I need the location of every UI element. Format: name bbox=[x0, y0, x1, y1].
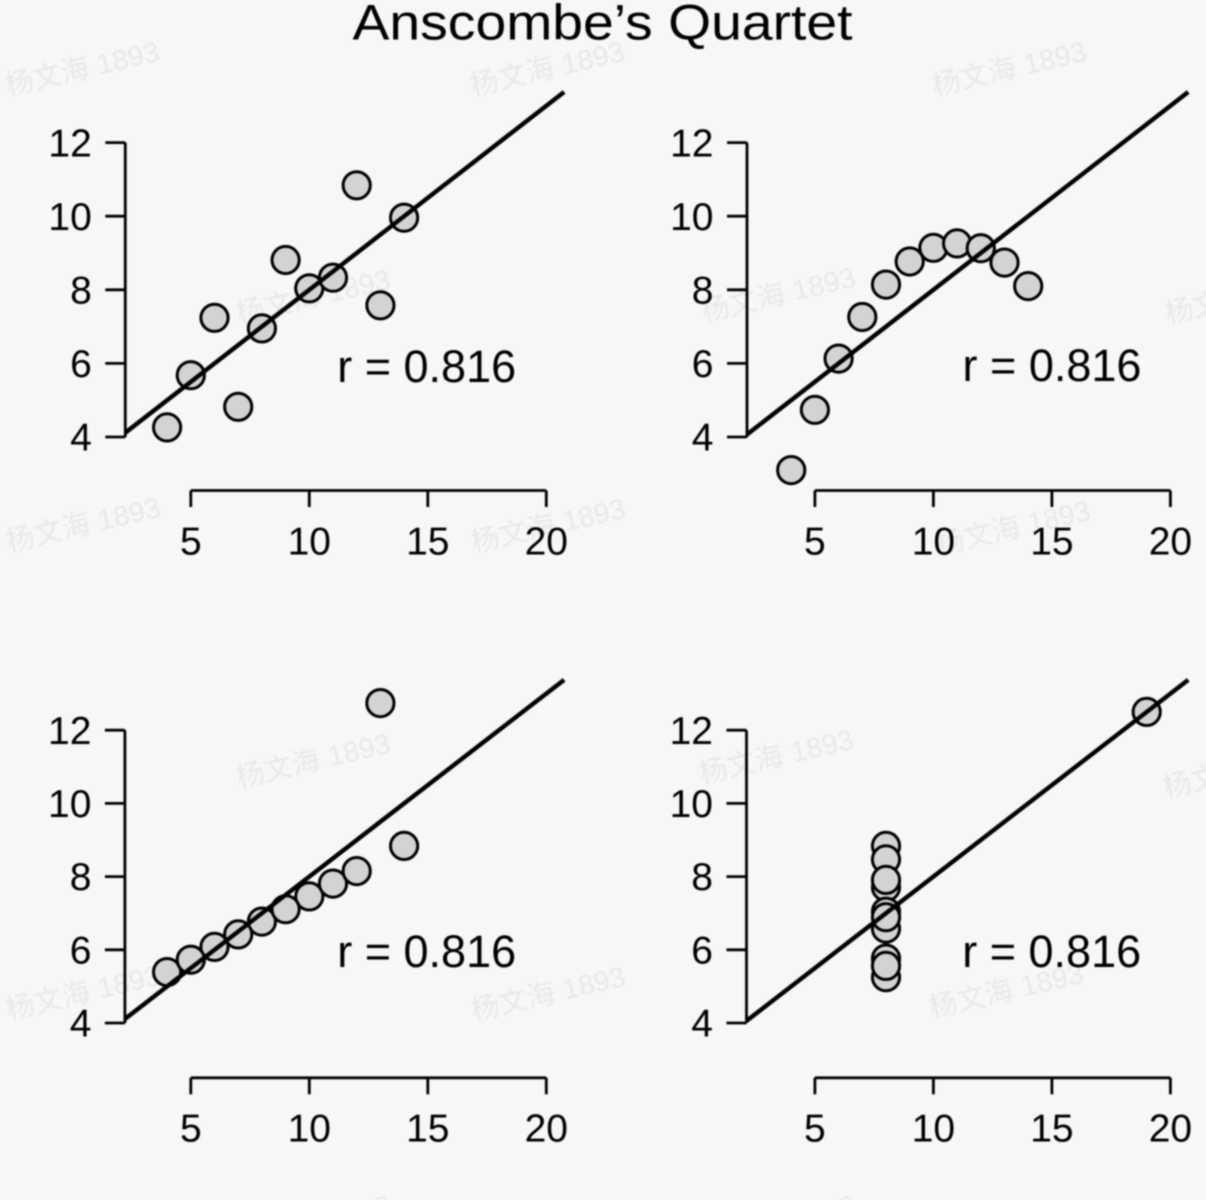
svg-text:r = 0.816: r = 0.816 bbox=[962, 926, 1141, 977]
svg-text:10: 10 bbox=[670, 783, 713, 826]
svg-text:10: 10 bbox=[48, 783, 91, 826]
svg-text:20: 20 bbox=[1149, 1108, 1192, 1151]
svg-text:10: 10 bbox=[288, 1108, 331, 1151]
svg-text:12: 12 bbox=[670, 122, 713, 165]
svg-text:20: 20 bbox=[525, 520, 568, 563]
svg-text:5: 5 bbox=[804, 1108, 826, 1151]
svg-text:8: 8 bbox=[692, 269, 714, 312]
svg-text:10: 10 bbox=[288, 520, 331, 563]
svg-text:20: 20 bbox=[1149, 520, 1192, 563]
svg-text:5: 5 bbox=[804, 520, 826, 563]
svg-text:8: 8 bbox=[691, 856, 713, 899]
svg-text:5: 5 bbox=[180, 1108, 202, 1151]
svg-text:10: 10 bbox=[912, 520, 955, 563]
svg-text:15: 15 bbox=[1030, 520, 1073, 563]
svg-text:15: 15 bbox=[406, 1108, 449, 1151]
svg-text:20: 20 bbox=[525, 1108, 568, 1151]
svg-text:4: 4 bbox=[70, 417, 92, 460]
svg-text:4: 4 bbox=[70, 1003, 92, 1046]
svg-text:15: 15 bbox=[406, 520, 449, 563]
svg-text:6: 6 bbox=[692, 343, 714, 386]
svg-text:5: 5 bbox=[180, 520, 202, 563]
svg-text:12: 12 bbox=[670, 710, 713, 753]
svg-text:15: 15 bbox=[1030, 1108, 1073, 1151]
svg-text:6: 6 bbox=[70, 343, 92, 386]
svg-text:r = 0.816: r = 0.816 bbox=[337, 341, 516, 392]
svg-text:r = 0.816: r = 0.816 bbox=[337, 926, 516, 977]
svg-text:Anscombe’s Quartet: Anscombe’s Quartet bbox=[353, 0, 853, 51]
svg-text:10: 10 bbox=[912, 1108, 955, 1151]
svg-text:12: 12 bbox=[48, 710, 91, 753]
svg-text:8: 8 bbox=[70, 856, 92, 899]
svg-text:10: 10 bbox=[48, 196, 91, 239]
svg-text:8: 8 bbox=[70, 269, 92, 312]
svg-text:6: 6 bbox=[70, 929, 92, 972]
svg-text:12: 12 bbox=[48, 122, 91, 165]
svg-text:4: 4 bbox=[691, 1003, 713, 1046]
svg-text:6: 6 bbox=[691, 929, 713, 972]
svg-text:10: 10 bbox=[670, 196, 713, 239]
svg-text:r = 0.816: r = 0.816 bbox=[963, 340, 1142, 391]
svg-text:4: 4 bbox=[692, 417, 714, 460]
